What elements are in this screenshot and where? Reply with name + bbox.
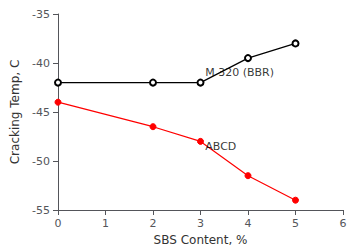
- svg-text:0: 0: [55, 217, 62, 230]
- svg-text:Cracking Temp, C: Cracking Temp, C: [8, 60, 22, 165]
- svg-text:6: 6: [340, 217, 347, 230]
- svg-text:-55: -55: [32, 204, 50, 217]
- svg-text:M 320 (BBR): M 320 (BBR): [205, 66, 274, 79]
- svg-text:SBS Content, %: SBS Content, %: [154, 233, 248, 247]
- svg-text:4: 4: [245, 217, 252, 230]
- svg-text:-50: -50: [32, 155, 50, 168]
- svg-text:2: 2: [150, 217, 157, 230]
- svg-text:3: 3: [197, 217, 204, 230]
- svg-text:-45: -45: [32, 106, 50, 119]
- svg-text:-35: -35: [32, 8, 50, 21]
- svg-text:5: 5: [292, 217, 299, 230]
- svg-text:1: 1: [102, 217, 109, 230]
- svg-text:ABCD: ABCD: [205, 140, 236, 153]
- svg-text:-40: -40: [32, 57, 50, 70]
